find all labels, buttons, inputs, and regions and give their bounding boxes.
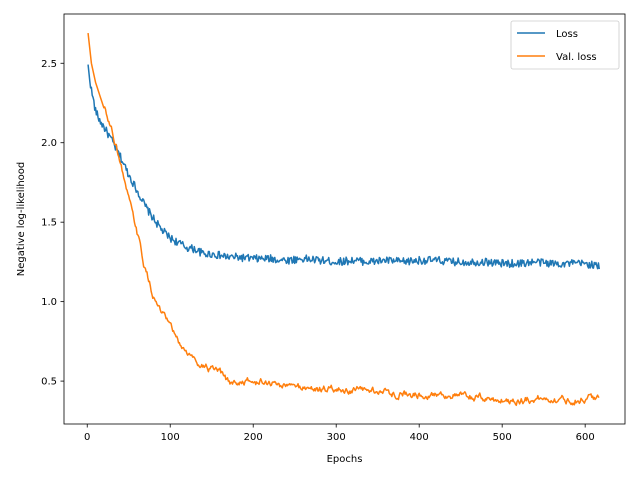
series-line-val-loss <box>87 32 600 407</box>
legend: Loss Val. loss <box>510 20 620 70</box>
y-tick-label: 0.5 <box>41 377 57 388</box>
y-axis-label: Negative log-likelihood <box>16 162 27 277</box>
x-axis-ticks: 0 100 200 300 400 500 600 <box>84 424 595 443</box>
plot-frame <box>63 13 626 425</box>
y-tick-label: 2.5 <box>41 59 57 70</box>
y-tick-label: 1.0 <box>41 297 57 308</box>
x-tick-label: 300 <box>327 432 346 443</box>
series-line-loss <box>87 64 601 270</box>
x-tick-label: 200 <box>244 432 263 443</box>
x-axis-label: Epochs <box>327 454 363 465</box>
y-axis-ticks: 0.5 1.0 1.5 2.0 2.5 <box>41 59 64 388</box>
plot-area <box>64 14 625 424</box>
legend-label-val-loss: Val. loss <box>556 52 597 63</box>
x-tick-label: 400 <box>410 432 429 443</box>
x-tick-label: 600 <box>576 432 595 443</box>
series-layer <box>87 32 601 407</box>
x-tick-label: 500 <box>493 432 512 443</box>
y-tick-label: 2.0 <box>41 138 57 149</box>
x-tick-label: 100 <box>161 432 180 443</box>
x-tick-label: 0 <box>84 432 90 443</box>
y-tick-label: 1.5 <box>41 218 57 229</box>
legend-label-loss: Loss <box>556 29 578 40</box>
